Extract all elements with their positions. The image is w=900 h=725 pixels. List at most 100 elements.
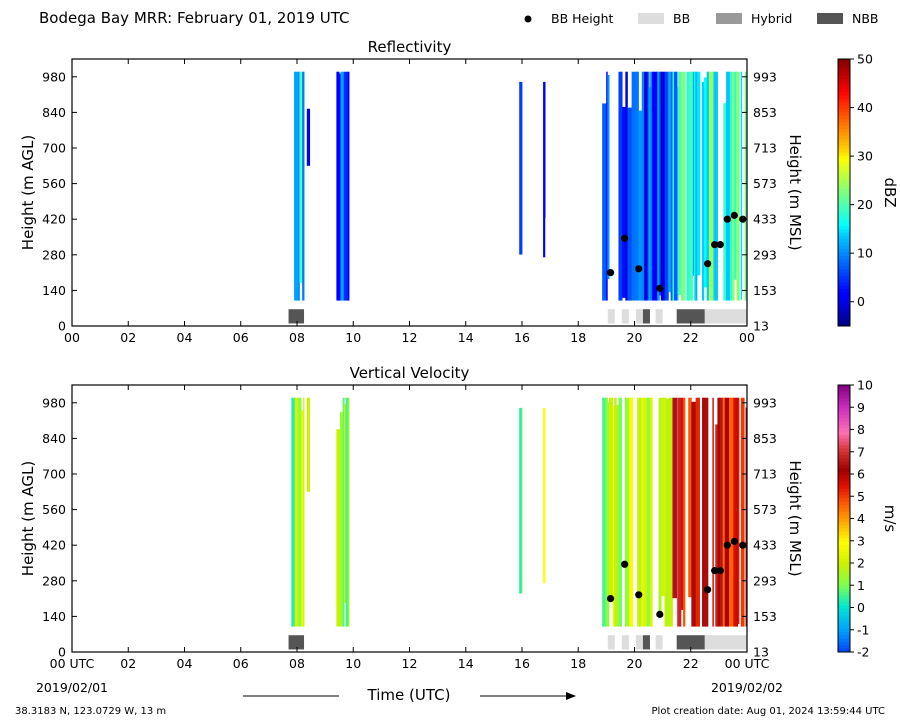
bb-height-point (606, 595, 615, 603)
x-tick-label: 14 (458, 656, 474, 671)
echo-stripe (649, 397, 653, 627)
colorbar-cell (838, 142, 850, 147)
colorbar-cell (838, 322, 850, 327)
colorbar-cell (838, 289, 850, 294)
y-tick-label: 980 (42, 395, 66, 410)
echo-stripe (674, 71, 678, 301)
y-axis-label-right: Height (m MSL) (786, 460, 804, 576)
bb-type-segment (288, 635, 305, 650)
colorbar-cell (838, 521, 850, 526)
colorbar-cell (838, 391, 850, 396)
colorbar-cell (838, 232, 850, 237)
colorbar-cell (838, 395, 850, 399)
y-tick-label: 0 (58, 645, 66, 660)
colorbar-cell (838, 129, 850, 133)
echo-stripe (670, 71, 673, 301)
colorbar-cell (838, 255, 850, 260)
bb-height-point (635, 591, 643, 599)
echo-stripe (618, 397, 622, 627)
echo-stripe (628, 397, 634, 627)
echo-stripe (731, 71, 735, 301)
colorbar-tick-label: 5 (857, 489, 865, 504)
x-tick-label: 16 (514, 656, 530, 671)
echo-stripe (644, 71, 649, 301)
colorbar-cell (838, 82, 850, 87)
echo-stripe (344, 404, 346, 603)
y-tick-label: 840 (42, 431, 66, 446)
echo-stripe (688, 71, 691, 301)
echo-stripe (607, 74, 610, 280)
colorbar-cell (838, 465, 850, 469)
echo-stripe (729, 71, 733, 301)
colorbar-cell (838, 79, 850, 83)
colorbar-label: m/s (881, 505, 899, 533)
echo-stripe (668, 71, 672, 293)
echo-stripe (691, 401, 697, 627)
colorbar-cell (838, 145, 850, 150)
colorbar-cell (838, 455, 850, 459)
figure-title: Bodega Bay MRR: February 01, 2019 UTC (39, 9, 350, 27)
y-tick-label-right: 993 (753, 69, 777, 84)
colorbar-tick-label: 2 (857, 556, 865, 571)
colorbar-cell (838, 312, 850, 317)
x-tick-label: 22 (683, 330, 699, 345)
echo-block (294, 71, 305, 301)
colorbar-cell (838, 109, 850, 113)
echo-stripe (519, 407, 523, 594)
echo-stripe (646, 397, 651, 627)
y-tick-label-right: 573 (753, 176, 777, 191)
y-tick-label: 700 (42, 467, 66, 482)
echo-stripe (345, 397, 349, 627)
colorbar-tick-label: 20 (857, 197, 873, 212)
colorbar-tick-label: 7 (857, 444, 865, 459)
echo-stripe (723, 397, 726, 627)
y-tick-label-right: 13 (753, 645, 769, 660)
colorbar-cell (838, 115, 850, 120)
bb-type-segment (635, 309, 643, 324)
y-tick-label-right: 293 (753, 573, 777, 588)
x-axis-label: Time (UTC) (367, 686, 451, 704)
colorbar-cell (838, 69, 850, 73)
echo-stripe (695, 397, 700, 627)
colorbar-cell (838, 62, 850, 67)
location-label: 38.3183 N, 123.0729 W, 13 m (15, 706, 166, 717)
echo-stripe (737, 397, 740, 625)
colorbar-cell (838, 528, 850, 533)
echo-stripe (676, 397, 679, 627)
colorbar-cell (838, 75, 850, 80)
bb-height-point (730, 537, 738, 545)
colorbar-cell (838, 249, 850, 254)
x-tick-label: 02 (120, 656, 136, 671)
y-tick-label-right: 853 (753, 105, 777, 120)
colorbar-tick-label: 10 (857, 246, 873, 261)
echo-stripe (695, 71, 698, 301)
colorbar-cell (838, 635, 850, 640)
x-tick-label: 06 (233, 656, 249, 671)
x-tick-label: 14 (458, 330, 474, 345)
x-tick-label: 00 (739, 330, 755, 345)
legend-label-bb: BB (673, 11, 690, 26)
echo-stripe (303, 397, 305, 627)
y-tick-label-right: 153 (753, 609, 777, 624)
colorbar-cell (838, 618, 850, 623)
colorbar-cell (838, 72, 850, 77)
echo-stripe (302, 71, 305, 301)
bb-height-point (723, 541, 731, 549)
y-axis-label: Height (m AGL) (19, 135, 37, 250)
colorbar-cell (838, 548, 850, 553)
colorbar: -2 -1 0 1 2 3 4 5 6 7 8 9 10 m/s (837, 378, 899, 660)
echo-stripe (521, 407, 523, 594)
colorbar-tick-label: 1 (857, 578, 865, 593)
legend-label-hybrid: Hybrid (751, 11, 792, 26)
colorbar-cell (838, 205, 850, 210)
colorbar-cell (838, 401, 850, 406)
y-tick-label: 0 (58, 319, 66, 334)
bb-height-point (730, 211, 738, 219)
colorbar-cell (838, 415, 850, 419)
colorbar-cell (838, 202, 850, 207)
creation-date-label: Plot creation date: Aug 01, 2024 13:59:4… (652, 706, 885, 717)
colorbar-cell (838, 451, 850, 456)
colorbar-cell (838, 615, 850, 620)
y-tick-label-right: 433 (753, 538, 777, 553)
